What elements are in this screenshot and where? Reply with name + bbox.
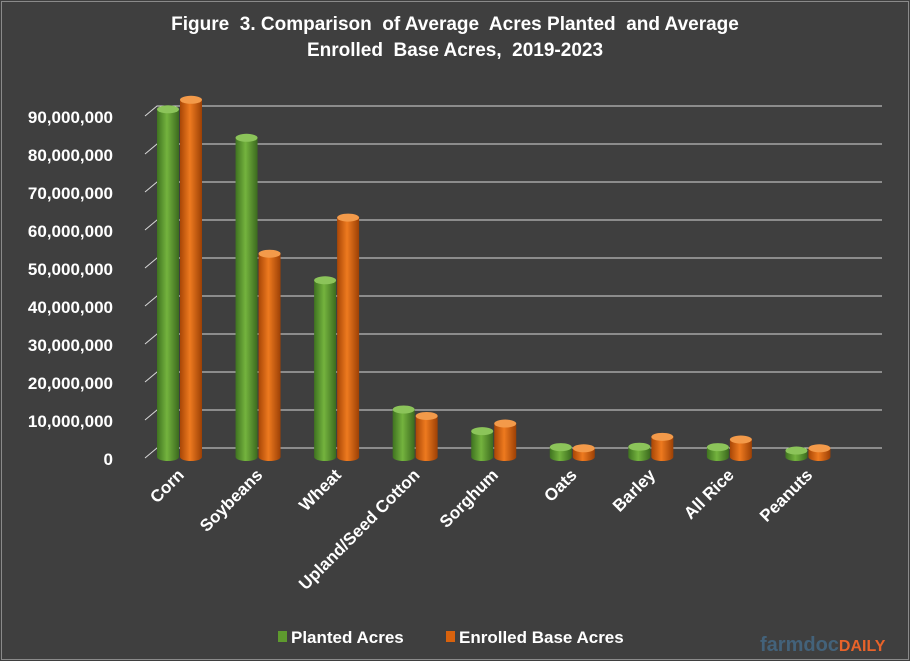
bar [785,446,808,461]
bar [314,276,337,461]
legend-label: Enrolled Base Acres [459,628,624,647]
y-tick-label: 30,000,000 [28,336,113,355]
watermark-part1: farmdoc [760,634,839,656]
chart-title: Figure 3. Comparison of Average Acres Pl… [171,14,739,61]
y-tick-label: 40,000,000 [28,298,113,317]
legend: Planted Acres Enrolled Base Acres [278,628,624,647]
legend-swatch [278,631,287,642]
bar [337,213,360,461]
bar [706,443,729,461]
bar [471,427,494,461]
y-tick-label: 70,000,000 [28,184,113,203]
y-tick-label: 0 [104,450,113,469]
x-tick-label: Barley [609,465,660,516]
x-tick-label: Wheat [295,465,345,515]
legend-label: Planted Acres [291,628,404,647]
y-tick-label: 10,000,000 [28,412,113,431]
x-tick-label: Sorghum [436,465,502,531]
bars [157,95,831,462]
x-tick-label: Peanuts [756,465,816,525]
bar [651,432,674,461]
bar [392,405,415,461]
bar [729,435,752,461]
bar [258,249,281,461]
gridline [144,105,882,117]
x-tick-label: All Rice [680,465,738,523]
legend-swatch [446,631,455,642]
bar [494,419,517,461]
y-tick-label: 80,000,000 [28,146,113,165]
bar [808,444,831,461]
bar [628,442,651,461]
bar [157,105,179,462]
bar [572,444,595,461]
watermark-logo: farmdocDAILY [760,634,886,656]
y-tick-label: 50,000,000 [28,260,113,279]
svg-text:farmdocDAILY: farmdocDAILY [760,634,886,656]
x-tick-label: Oats [540,465,580,505]
title-line: Enrolled Base Acres, 2019-2023 [307,40,603,61]
bar [415,411,438,461]
title-line: Figure 3. Comparison of Average Acres Pl… [171,14,739,35]
y-tick-label: 60,000,000 [28,222,113,241]
bar [549,443,572,461]
bar [180,95,202,462]
y-axis-ticks: 0 10,000,000 20,000,000 30,000,000 40,000,00… [28,108,113,469]
x-tick-label: Soybeans [196,465,266,535]
watermark-part2: DAILY [839,638,886,655]
y-tick-label: 20,000,000 [28,374,113,393]
y-tick-label: 90,000,000 [28,108,113,127]
x-tick-label: Corn [146,465,187,506]
bar [235,133,258,461]
